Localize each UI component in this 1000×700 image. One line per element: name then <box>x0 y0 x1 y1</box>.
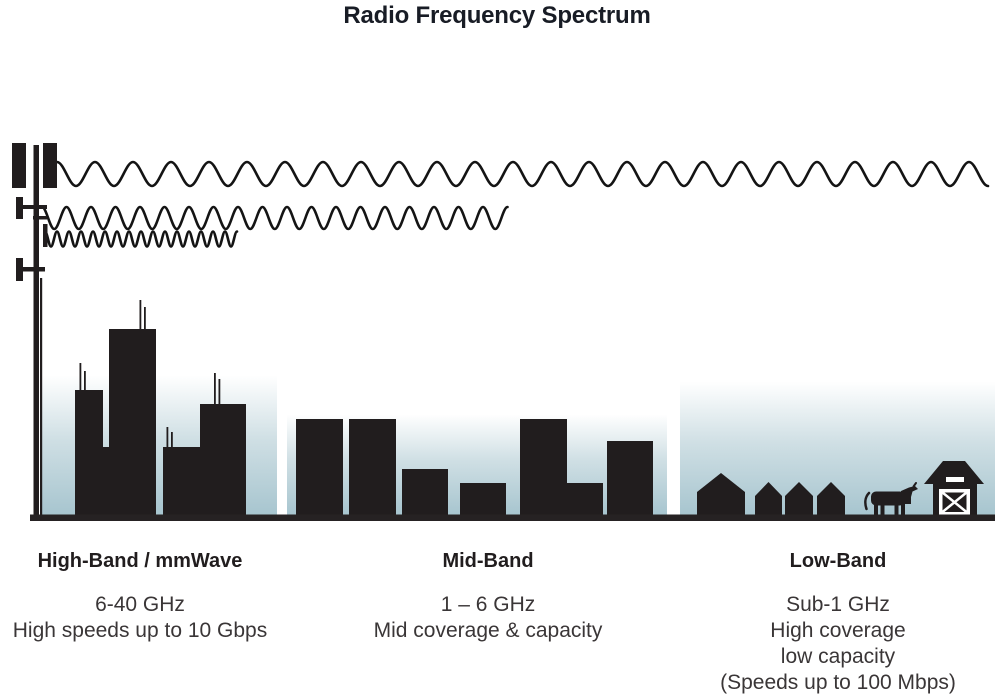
low-band-heading: Low-Band <box>789 550 887 572</box>
low-band-label-block: Low-Band Sub-1 GHz High coverage low cap… <box>658 548 1000 696</box>
high-band-heading: High-Band / mmWave <box>37 550 243 572</box>
low-band-speed: (Speeds up to 100 Mbps) <box>720 671 956 694</box>
rooftop-antenna-icon <box>166 427 169 447</box>
diagram-title: Radio Frequency Spectrum <box>343 2 651 29</box>
high-band-range: 6-40 GHz <box>95 593 185 616</box>
radio-waves <box>40 160 990 248</box>
cell-tower-icon <box>12 143 57 521</box>
high-band-speed: High speeds up to 10 Gbps <box>12 619 268 642</box>
rooftop-antenna-icon <box>218 379 221 404</box>
rooftop-antenna-icon <box>84 371 86 390</box>
barn-icon <box>924 461 984 515</box>
low-band-description: Sub-1 GHz High coverage low capacity (Sp… <box>658 592 1000 696</box>
mid-band-range: 1 – 6 GHz <box>440 593 536 616</box>
midrise-buildings-icon <box>296 419 653 515</box>
high-band-short-wave <box>43 230 239 248</box>
mid-band-heading: Mid-Band <box>442 550 534 572</box>
cow-icon <box>864 482 918 518</box>
mid-band-coverage: Mid coverage & capacity <box>373 619 603 642</box>
rooftop-antenna-icon <box>139 300 142 329</box>
low-band-long-wave <box>55 160 990 188</box>
rooftop-antenna-icon <box>171 432 173 447</box>
rooftop-antenna-icon <box>79 363 82 390</box>
mid-band-description: 1 – 6 GHz Mid coverage & capacity <box>308 592 668 644</box>
low-band-capacity: low capacity <box>780 645 896 668</box>
city-skyline-icon <box>75 300 246 515</box>
low-band-range: Sub-1 GHz <box>786 593 890 616</box>
rooftop-antenna-icon <box>214 373 216 404</box>
mid-band-wave <box>40 205 509 231</box>
mid-band-label-block: Mid-Band 1 – 6 GHz Mid coverage & capaci… <box>308 548 668 644</box>
high-band-label-block: High-Band / mmWave 6-40 GHz High speeds … <box>0 548 320 644</box>
ground-line <box>30 514 995 521</box>
houses-icon <box>697 473 845 515</box>
rooftop-antenna-icon <box>144 307 146 329</box>
low-band-coverage: High coverage <box>770 619 906 642</box>
high-band-description: 6-40 GHz High speeds up to 10 Gbps <box>0 592 320 644</box>
